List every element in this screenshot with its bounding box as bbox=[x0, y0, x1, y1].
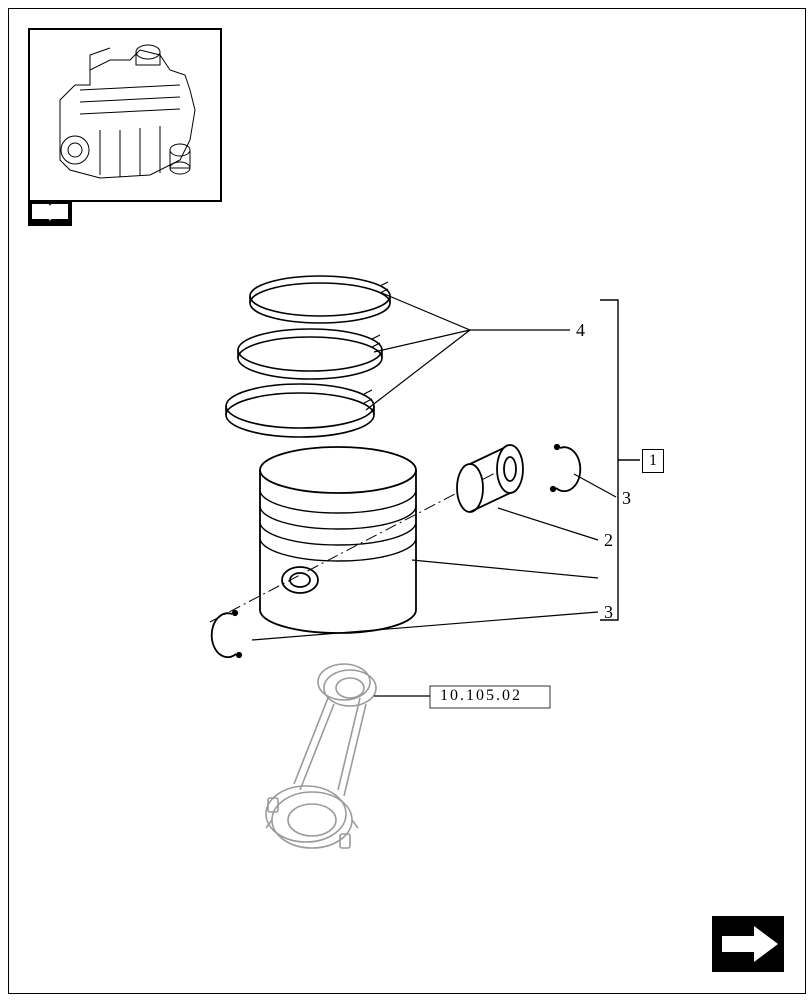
callout-circlip-left: 3 bbox=[604, 602, 613, 623]
callout-circlip-right: 3 bbox=[622, 488, 631, 509]
callout-rings: 4 bbox=[576, 320, 585, 341]
piston-ring-bottom bbox=[226, 384, 374, 437]
cross-ref-label[interactable]: 10.105.02 bbox=[438, 687, 524, 705]
assembly-bracket bbox=[600, 300, 640, 620]
piston bbox=[260, 447, 416, 633]
connecting-rod bbox=[266, 664, 376, 848]
callout-assembly: 1 bbox=[642, 449, 664, 473]
circlip-left bbox=[212, 611, 241, 657]
circlip-right bbox=[551, 445, 580, 491]
exploded-view bbox=[0, 0, 812, 1000]
callout-pin: 2 bbox=[604, 530, 613, 551]
piston-pin bbox=[457, 445, 523, 512]
piston-ring-top bbox=[250, 276, 390, 323]
leaders bbox=[252, 293, 616, 696]
piston-ring-middle bbox=[238, 329, 382, 379]
